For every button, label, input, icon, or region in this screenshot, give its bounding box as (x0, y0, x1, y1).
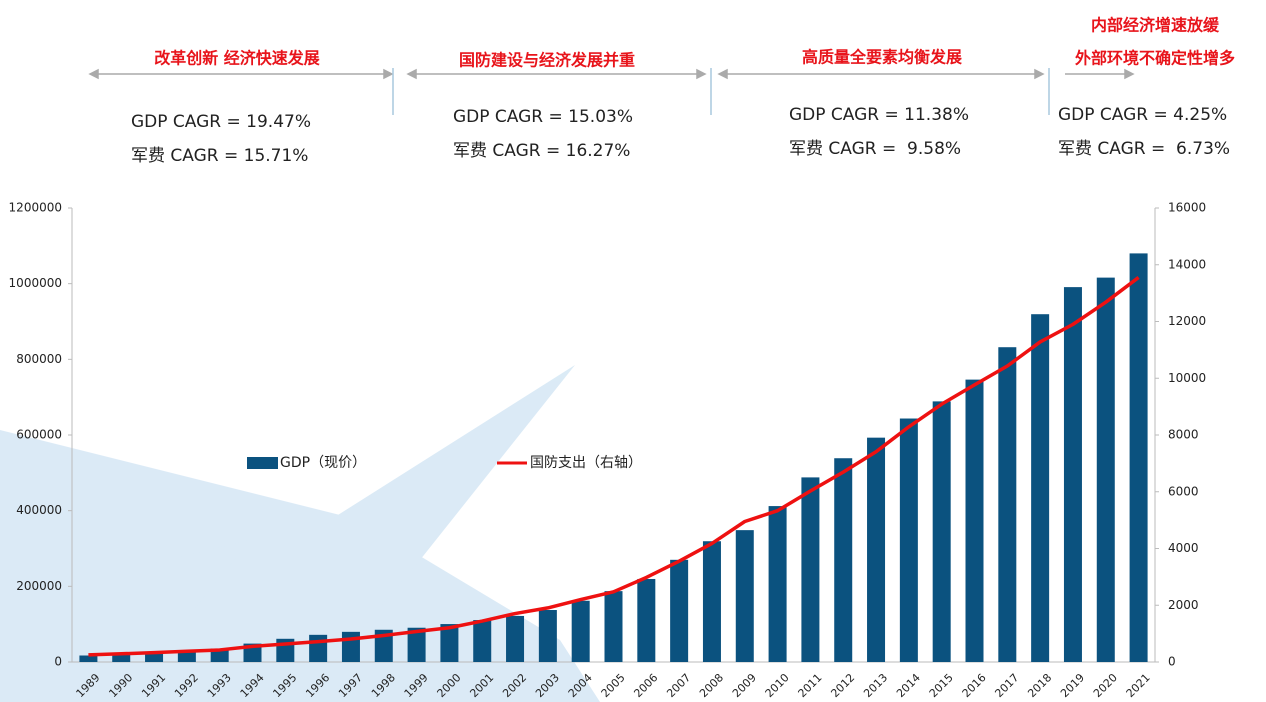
x-tick-label: 2007 (664, 671, 693, 700)
period-title: 国防建设与经济发展并重 (459, 51, 635, 70)
x-tick-label: 2020 (1091, 671, 1120, 700)
bar (506, 615, 525, 662)
y2-tick-label: 16000 (1168, 201, 1206, 215)
y-tick-label: 0 (54, 655, 62, 669)
y-tick-label: 1200000 (9, 201, 62, 215)
period-title: 内部经济增速放缓 (1091, 16, 1220, 35)
x-tick-label: 2021 (1124, 671, 1153, 700)
bar (834, 458, 853, 662)
bar (735, 530, 754, 662)
bar (407, 627, 426, 662)
bar (538, 610, 557, 662)
bar (112, 654, 131, 662)
x-tick-label: 2018 (1025, 671, 1054, 700)
x-tick-label: 2014 (894, 671, 923, 700)
y2-tick-label: 4000 (1168, 541, 1199, 555)
bar (309, 634, 328, 662)
bar (1031, 314, 1050, 662)
bar (341, 631, 360, 662)
x-tick-label: 2012 (828, 671, 857, 700)
period-title: 外部环境不确定性增多 (1074, 49, 1235, 68)
y-tick-label: 600000 (16, 428, 62, 442)
bar (768, 506, 787, 662)
period-title: 高质量全要素均衡发展 (802, 48, 963, 67)
x-tick-label: 2017 (992, 671, 1021, 700)
military-cagr: 军费 CAGR = 9.58% (789, 139, 961, 159)
y-tick-label: 800000 (16, 352, 62, 366)
military-cagr: 军费 CAGR = 16.27% (453, 141, 630, 161)
bar (932, 401, 951, 662)
bar (867, 437, 886, 662)
x-tick-label: 2006 (631, 671, 660, 700)
bar (1096, 277, 1115, 662)
y2-tick-label: 8000 (1168, 428, 1199, 442)
bar (998, 347, 1017, 662)
x-tick-label: 2010 (763, 671, 792, 700)
bar (637, 578, 656, 662)
gdp-cagr: GDP CAGR = 15.03% (453, 107, 633, 127)
y-tick-label: 400000 (16, 503, 62, 517)
military-cagr: 军费 CAGR = 15.71% (131, 146, 308, 166)
bar (145, 653, 164, 662)
bar (604, 591, 623, 662)
gdp-cagr: GDP CAGR = 4.25% (1058, 105, 1227, 125)
x-tick-label: 2015 (927, 671, 956, 700)
period-arrows (88, 68, 1135, 115)
y2-tick-label: 12000 (1168, 314, 1206, 328)
y2-tick-label: 2000 (1168, 598, 1199, 612)
bar (374, 629, 393, 662)
x-tick-label: 2016 (960, 671, 989, 700)
bar (801, 477, 820, 662)
x-tick-label: 2011 (796, 671, 825, 700)
y-tick-label: 1000000 (9, 276, 62, 290)
legend-label: 国防支出（右轴） (530, 455, 642, 471)
bar (1063, 287, 1082, 662)
bar (79, 655, 98, 662)
y2-tick-label: 0 (1168, 655, 1176, 669)
military-cagr: 军费 CAGR = 6.73% (1058, 139, 1230, 159)
bar (702, 541, 721, 662)
legend-swatch (247, 457, 278, 469)
bar (473, 620, 492, 662)
gdp-cagr: GDP CAGR = 11.38% (789, 105, 969, 125)
bar (1129, 253, 1148, 662)
x-tick-label: 2009 (730, 671, 759, 700)
line (88, 276, 1140, 657)
bar (899, 418, 918, 662)
x-tick-label: 2019 (1058, 671, 1087, 700)
period-title: 改革创新 经济快速发展 (154, 49, 321, 68)
bar (210, 648, 229, 662)
legend-label: GDP（现价） (280, 455, 366, 471)
x-tick-label: 2008 (697, 671, 726, 700)
bar (571, 600, 590, 662)
gdp-cagr: GDP CAGR = 19.47% (131, 112, 311, 132)
x-tick-label: 2013 (861, 671, 890, 700)
x-tick-label: 2005 (599, 671, 628, 700)
bar (177, 651, 196, 662)
y2-tick-label: 10000 (1168, 371, 1206, 385)
bar (440, 624, 459, 662)
y2-tick-label: 14000 (1168, 257, 1206, 271)
y-tick-label: 200000 (16, 579, 62, 593)
bar (965, 379, 984, 662)
y2-tick-label: 6000 (1168, 484, 1199, 498)
bar (670, 559, 689, 662)
